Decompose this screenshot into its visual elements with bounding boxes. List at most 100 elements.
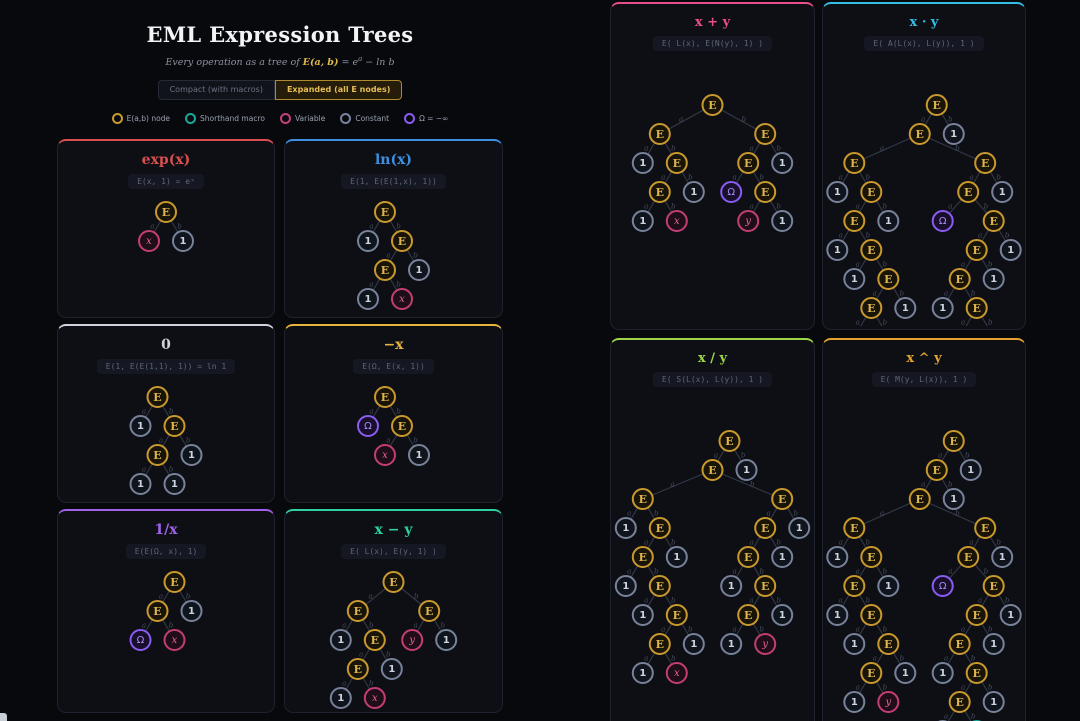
node-label: E (153, 391, 161, 404)
subtitle-prefix: Every operation as a tree of (165, 57, 303, 69)
node-label: E (964, 186, 972, 199)
tree-node-e: E (418, 600, 441, 622)
tree-node-var: y (877, 691, 900, 713)
edge-label-b: b (971, 289, 976, 298)
tree-node-e: E (737, 604, 760, 626)
tree-node-const: 1 (172, 230, 194, 252)
edge-label-b: b (988, 260, 993, 269)
tree-node-const: 1 (180, 444, 203, 466)
tree-node-e: E (374, 201, 396, 223)
tree-node-e: E (737, 152, 760, 174)
node-label: 1 (990, 639, 997, 650)
node-label: E (761, 580, 769, 593)
edge-label-a: a (767, 509, 771, 518)
legend-label: E(a,b) node (126, 114, 171, 124)
node-label: E (744, 551, 752, 564)
tree-node-e: E (163, 571, 186, 593)
node-label: E (867, 244, 875, 257)
tree-node-omega: Ω (720, 181, 743, 203)
node-label: 1 (939, 668, 946, 679)
tree-neg-x: a ba bEΩ Ex 1 (357, 386, 430, 466)
edge-label-b: b (671, 202, 676, 211)
edge-label-a: a (938, 451, 942, 460)
tree-node-e: E (965, 604, 988, 626)
edge-label-b: b (948, 480, 953, 489)
node-label: E (371, 634, 379, 647)
tree-node-e: E (346, 600, 369, 622)
tree-node-const: 1 (959, 459, 982, 481)
node-label: 1 (171, 479, 178, 490)
edge-label-b: b (1005, 596, 1010, 605)
tree-node-const: 1 (180, 600, 203, 622)
edge-label-b: b (776, 596, 781, 605)
node-label: 1 (885, 581, 892, 592)
edge-label-a: a (978, 596, 982, 605)
node-label: x (172, 635, 178, 646)
edge-label-b: b (169, 465, 174, 474)
node-label: y (744, 216, 751, 227)
edge-label-a: a (880, 509, 884, 518)
edge-label-a: a (644, 538, 648, 547)
edge-label-b: b (396, 222, 401, 231)
node-label: E (673, 609, 681, 622)
edge-label-b: b (865, 538, 870, 547)
edge-label-a: a (714, 451, 718, 460)
tree-node-e: E (948, 633, 971, 655)
node-label: y (884, 697, 891, 708)
node-label: E (354, 605, 362, 618)
node-label: 1 (1007, 245, 1014, 256)
card-title: x · y (909, 15, 939, 30)
node-label: 1 (990, 697, 997, 708)
node-label: 1 (728, 639, 735, 650)
edge-label-b: b (654, 509, 659, 518)
tree-node-var: x (163, 629, 186, 651)
tree-node-const: 1 (894, 297, 917, 319)
edge-label-b: b (186, 436, 191, 445)
tree-node-const: 1 (720, 633, 743, 655)
edge-label-b: b (759, 173, 764, 182)
edge-label-a: a (880, 144, 884, 153)
legend-dot (279, 113, 291, 125)
edge-label-a: a (750, 538, 754, 547)
tree-node-e: E (718, 430, 741, 452)
node-label: x (399, 294, 405, 305)
tree-node-var: x (665, 210, 688, 232)
tree-ln-x: a ba ba bE1 EE1 x1 (357, 201, 430, 310)
node-label: E (744, 609, 752, 622)
edge-label-b: b (369, 621, 374, 630)
edge-label-b: b (671, 596, 676, 605)
node-label: 1 (337, 635, 344, 646)
tree-node-var: y (737, 210, 760, 232)
node-label: 1 (779, 216, 786, 227)
edge-label-a: a (961, 318, 965, 327)
toggle-compact[interactable]: Compact (with macros) (157, 80, 275, 101)
edge-label-a: a (369, 222, 373, 231)
node-label: E (708, 464, 716, 477)
edge-label-a: a (944, 654, 948, 663)
node-label: 1 (999, 187, 1006, 198)
tree-node-const: 1 (894, 662, 917, 684)
edge-label-a: a (359, 650, 363, 659)
edge-label-b: b (865, 173, 870, 182)
node-label: x (674, 216, 680, 227)
tree-node-e: E (701, 94, 724, 116)
tree-node-const: 1 (826, 181, 849, 203)
toggle-expanded[interactable]: Expanded (all E nodes) (274, 80, 403, 101)
formula-pill: E( L(x), E(y, 1) ) (341, 544, 446, 559)
formula-pill: E(1, E(E(1,1), 1)) = ln 1 (96, 359, 236, 374)
edge-label-a: a (961, 625, 965, 634)
edge-label-a: a (150, 222, 154, 231)
node-label: x (382, 450, 388, 461)
tree-node-e: E (648, 123, 671, 145)
node-label: E (933, 464, 941, 477)
node-label: E (389, 576, 397, 589)
tree-node-var: y (754, 633, 777, 655)
node-label: 1 (365, 294, 372, 305)
node-label: E (990, 580, 998, 593)
formula-pill: E(E(Ω, x), 1) (125, 544, 207, 559)
card-title: 1/x (154, 522, 178, 538)
node-label: E (916, 493, 924, 506)
tree-node-e: E (877, 268, 900, 290)
